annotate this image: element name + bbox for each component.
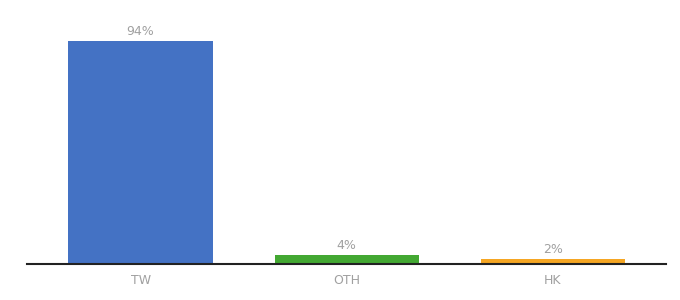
Bar	[275, 254, 419, 264]
Text: 2%: 2%	[543, 243, 563, 256]
Bar	[481, 259, 625, 264]
Text: 4%: 4%	[337, 239, 357, 252]
Bar	[69, 41, 213, 264]
Text: 94%: 94%	[126, 25, 154, 38]
